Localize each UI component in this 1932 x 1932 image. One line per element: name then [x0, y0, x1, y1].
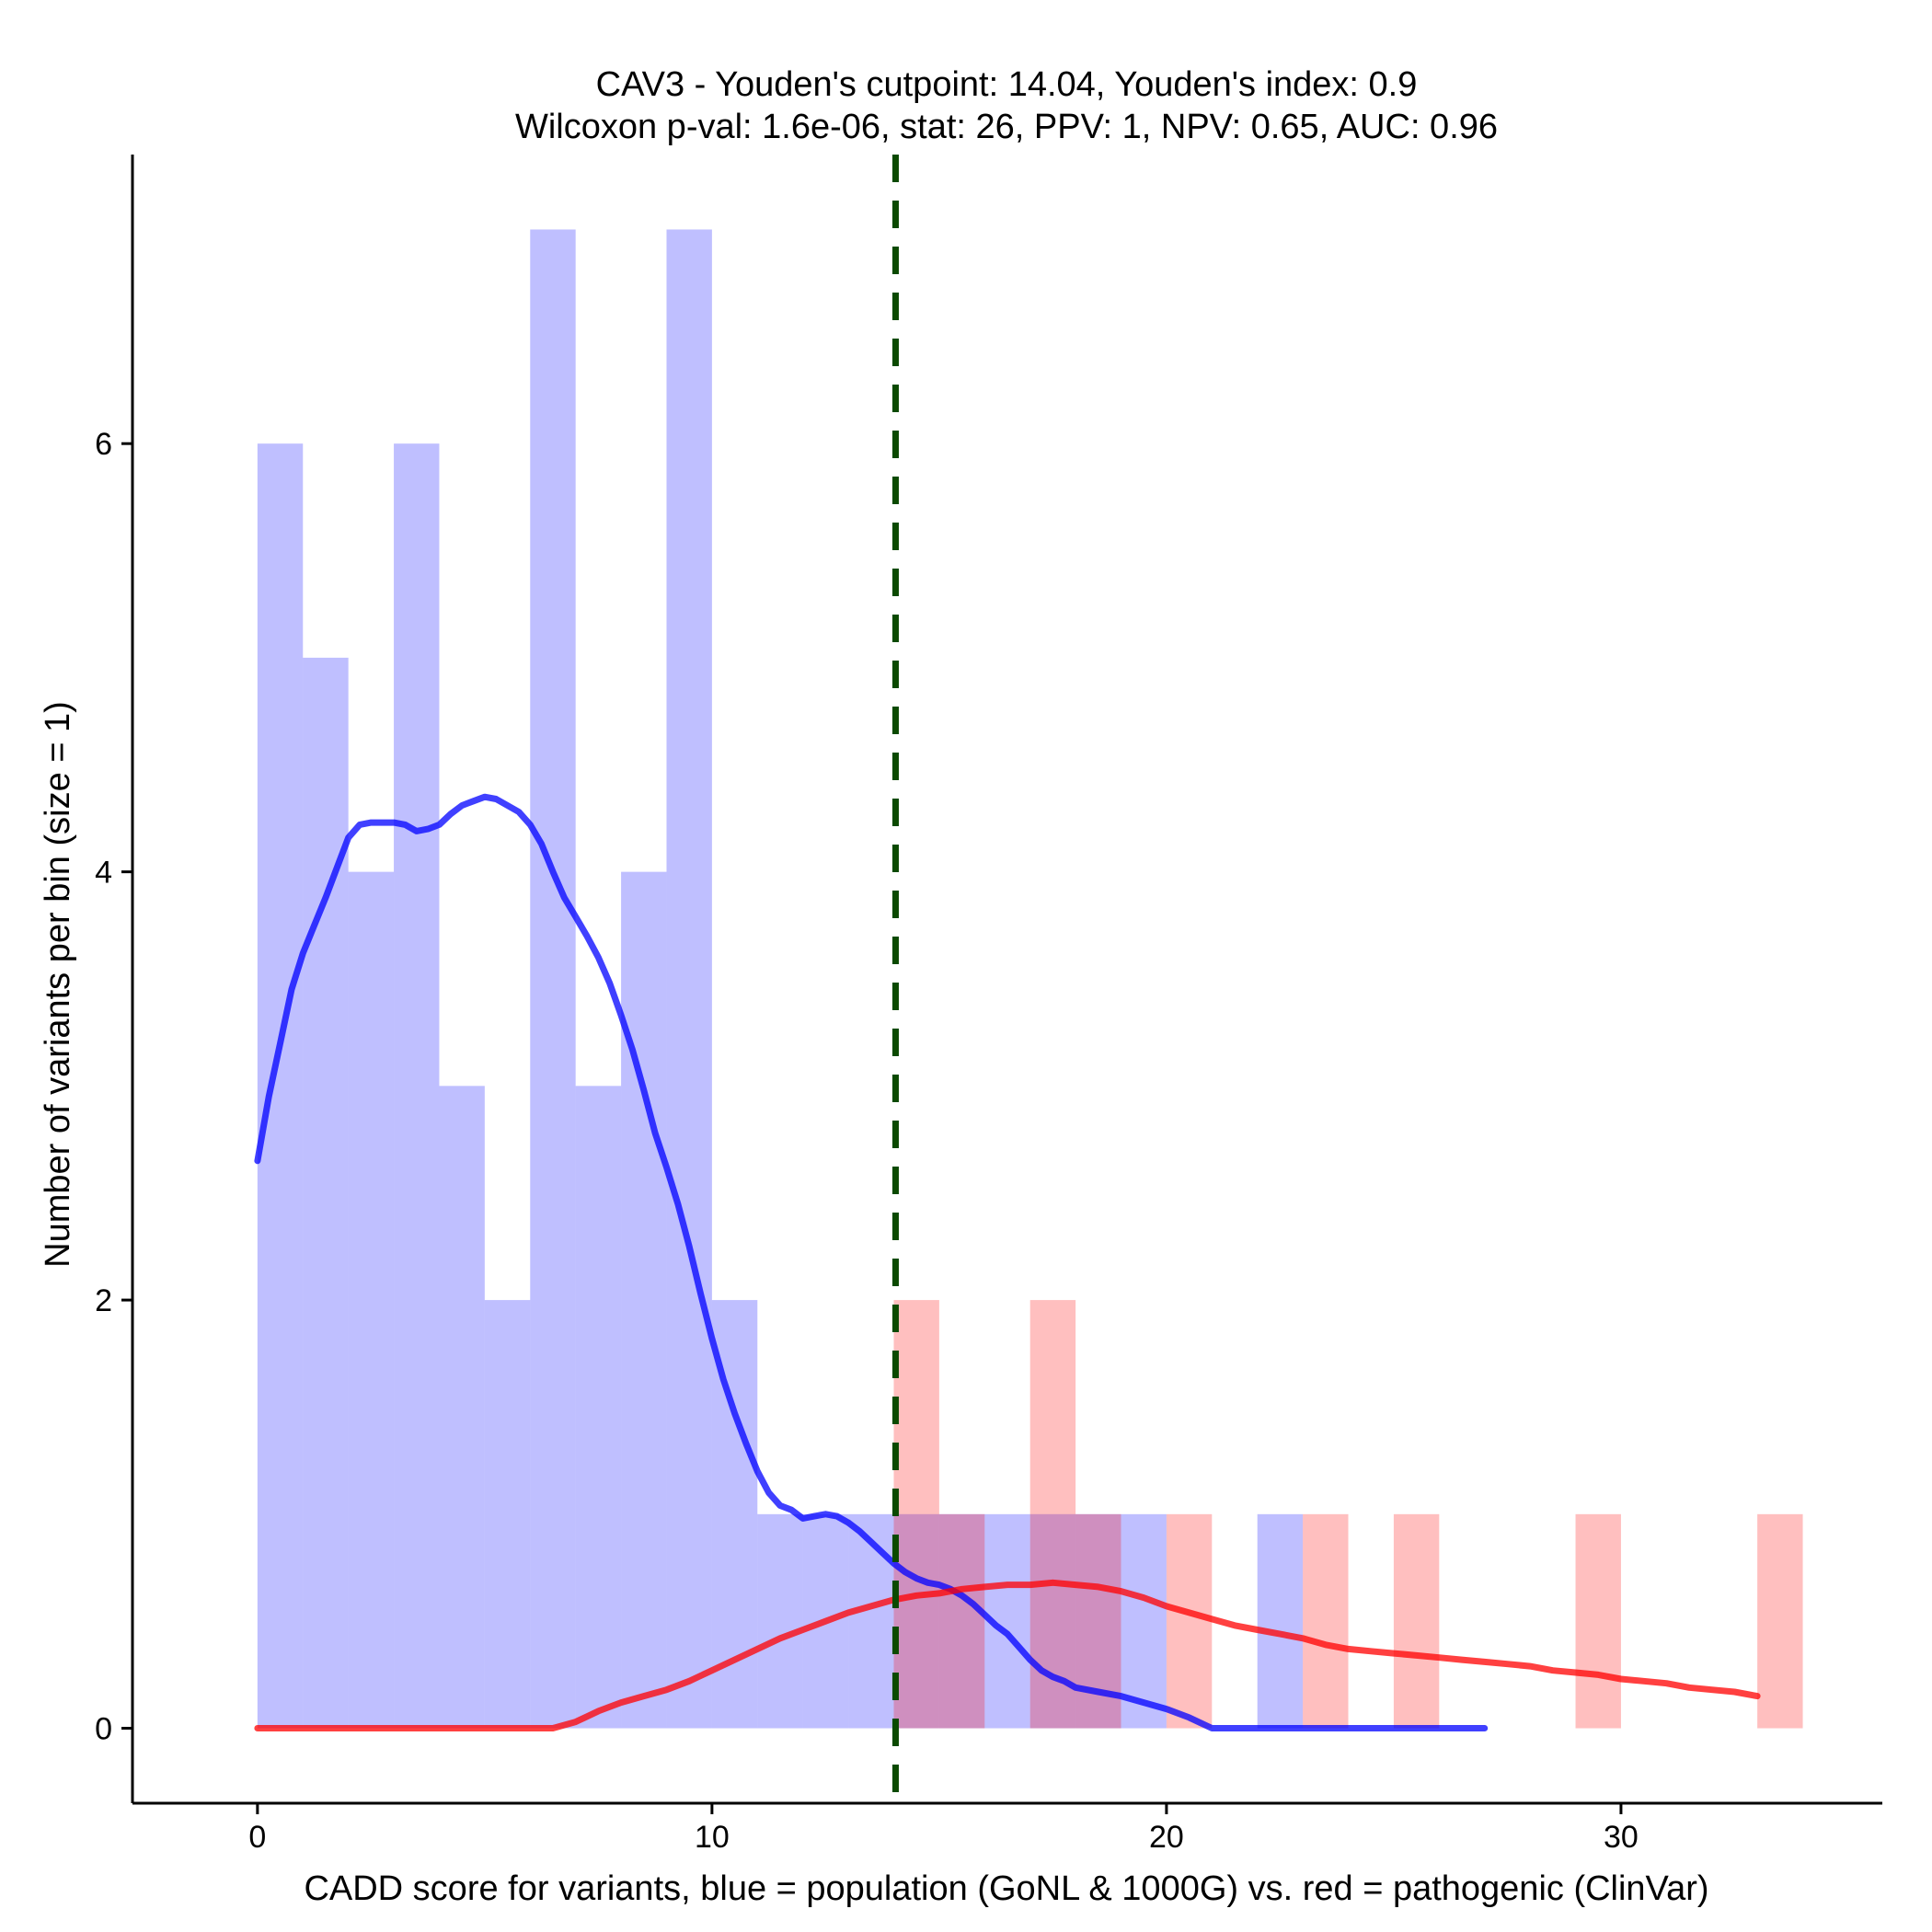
bar-pathogenic-bin-17: [1029, 1300, 1076, 1729]
bar-population-bin-6: [530, 229, 576, 1729]
x-tick-label-30: 30: [1604, 1820, 1639, 1855]
bar-population-bin-4: [439, 1086, 485, 1729]
axes-layer: [131, 155, 1882, 1805]
bar-population-bin-1: [303, 657, 349, 1729]
x-axis-label: CADD score for variants, blue = populati…: [304, 1869, 1708, 1908]
y-tick-label-2: 2: [95, 1283, 112, 1318]
bar-population-bin-13: [848, 1513, 894, 1729]
bar-pathogenic-bin-20: [1166, 1513, 1213, 1729]
bar-population-bin-9: [666, 229, 712, 1729]
bar-population-bin-8: [621, 871, 667, 1729]
chart-title-line-1: CAV3 - Youden's cutpoint: 14.04, Youden'…: [596, 65, 1418, 104]
bar-pathogenic-bin-29: [1575, 1513, 1621, 1729]
bar-population-bin-2: [348, 871, 395, 1729]
bar-pathogenic-bin-25: [1393, 1513, 1440, 1729]
density-line-population: [254, 793, 1489, 1731]
bar-population-bin-5: [484, 1300, 531, 1729]
bar-pathogenic-bin-15: [938, 1513, 985, 1729]
ticks-layer: 0 10 20 30 0 2 4 6: [95, 427, 1639, 1855]
x-tick-label-0: 0: [248, 1820, 266, 1855]
density-line-pathogenic: [254, 1579, 1761, 1731]
chart-title-line-2: Wilcoxon p-val: 1.6e-06, stat: 26, PPV: …: [515, 108, 1498, 146]
density-layer: [254, 793, 1761, 1731]
bar-population-bin-19: [1121, 1513, 1167, 1729]
bar-population-bin-0: [257, 443, 304, 1729]
bars-layer: [257, 229, 1803, 1729]
y-axis-label: Number of variants per bin (size = 1): [39, 701, 77, 1268]
bar-population-bin-14: [893, 1513, 939, 1729]
bar-pathogenic-bin-33: [1757, 1513, 1803, 1729]
bar-population-bin-17: [1029, 1513, 1076, 1729]
y-tick-label-0: 0: [95, 1712, 112, 1747]
bar-pathogenic-bin-14: [893, 1300, 939, 1729]
bar-pathogenic-bin-23: [1303, 1513, 1349, 1729]
bar-population-bin-7: [575, 1086, 622, 1729]
bar-population-bin-3: [394, 443, 440, 1729]
y-tick-label-4: 4: [95, 856, 112, 891]
bar-population-bin-11: [757, 1513, 803, 1729]
bar-population-bin-15: [938, 1513, 985, 1729]
bar-population-bin-22: [1257, 1513, 1304, 1729]
x-tick-label-20: 20: [1149, 1820, 1184, 1855]
y-tick-label-6: 6: [95, 427, 112, 462]
x-tick-label-10: 10: [695, 1820, 730, 1855]
